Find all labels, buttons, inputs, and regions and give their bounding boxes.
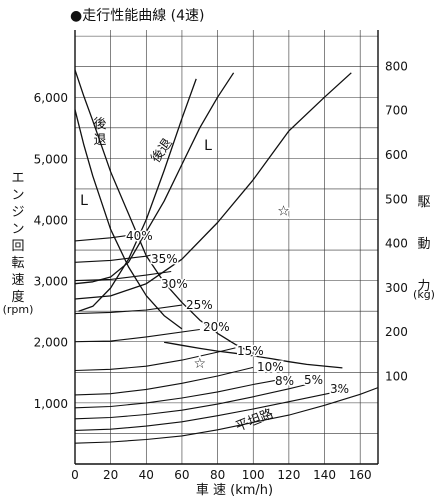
- grade-label: 3%: [330, 382, 349, 396]
- star-marker: ☆: [193, 356, 206, 372]
- x-axis-label: 車 速 (km/h): [196, 483, 273, 498]
- axes: [74, 30, 379, 465]
- x-tick-label: 0: [71, 468, 79, 482]
- reverse-label-char: 後: [93, 117, 106, 132]
- grade-line: [74, 254, 152, 263]
- grade-line: [74, 387, 379, 444]
- grade-line: [74, 270, 172, 282]
- y-left-axis-label-char: 度: [11, 289, 24, 305]
- y-left-axis-label-char: ン: [11, 222, 24, 237]
- y-right-tick-label: 100: [385, 369, 408, 383]
- grade-label: 25%: [186, 298, 213, 312]
- y-left-axis-label-char: エ: [11, 171, 24, 186]
- grade-label: 5%: [304, 373, 323, 387]
- y-left-tick-label: 3,000: [34, 275, 68, 289]
- grade-label: 10%: [257, 360, 284, 374]
- y-left-tick-label: 6,000: [34, 91, 68, 105]
- low-gear-label: L: [80, 193, 88, 209]
- x-tick-label: 20: [103, 468, 118, 482]
- grade-lines-layer: [74, 232, 379, 444]
- y-left-axis-label-char: ジ: [11, 205, 24, 220]
- grade-line: [74, 304, 182, 315]
- y-right-tick-label: 600: [385, 148, 408, 162]
- y-left-axis-label-char: 回: [11, 239, 24, 254]
- y-left-tick-label: 2,000: [34, 336, 68, 350]
- y-right-tick-label: 300: [385, 281, 408, 295]
- y-left-axis-label-char: ン: [11, 188, 24, 203]
- grade-label: 40%: [126, 229, 153, 243]
- grade-line: [74, 379, 281, 409]
- grade-line: [74, 366, 254, 396]
- star-marker: ☆: [277, 203, 290, 219]
- y-left-axis-unit: (rpm): [3, 303, 34, 316]
- reverse-label-char: 退: [93, 133, 106, 148]
- reverse-label: 後退: [149, 136, 176, 166]
- tick-labels: 0 20 40 60 80 100 120 140 160 1,000 2,000 3,000 4,00…: [3, 59, 435, 498]
- grade-label: 20%: [203, 320, 230, 334]
- y-right-axis-label-char: 駆: [417, 195, 430, 210]
- y-right-tick-label: 800: [385, 59, 408, 73]
- grade-label: 35%: [151, 252, 178, 266]
- grade-label: 30%: [161, 277, 188, 291]
- y-right-axis-label-char: 動: [417, 237, 430, 252]
- x-tick-label: 60: [174, 468, 189, 482]
- x-tick-label: 80: [210, 468, 225, 482]
- y-right-tick-label: 500: [385, 192, 408, 206]
- y-right-axis-label: 駆動力: [417, 195, 430, 294]
- reverse-label: 後退: [93, 117, 106, 148]
- grade-line: [74, 390, 343, 431]
- x-tick-label: 40: [139, 468, 154, 482]
- y-right-axis-unit: (kg): [413, 288, 435, 301]
- grade-line: [74, 328, 200, 343]
- y-left-tick-label: 4,000: [34, 213, 68, 227]
- y-right-tick-label: 400: [385, 237, 408, 251]
- x-tick-label: 100: [242, 468, 265, 482]
- series-line: [78, 78, 197, 312]
- grade-line: [74, 347, 236, 372]
- y-right-tick-label: 200: [385, 325, 408, 339]
- grade-line: [74, 232, 147, 242]
- x-tick-label: 120: [277, 468, 300, 482]
- x-tick-label: 160: [349, 468, 372, 482]
- y-left-tick-label: 1,000: [34, 397, 68, 411]
- grade-label: 8%: [275, 374, 294, 388]
- low-gear-label: L: [204, 138, 212, 154]
- grade-line: [74, 383, 307, 420]
- flat-road-label: 平坦路: [233, 406, 275, 435]
- y-right-axis-label-char: 力: [417, 279, 430, 294]
- series-line: [74, 72, 352, 300]
- series-line: [163, 341, 343, 369]
- grid-lines: [74, 30, 378, 464]
- series-line: [74, 69, 254, 354]
- y-left-tick-label: 5,000: [34, 152, 68, 166]
- series-line: [74, 109, 183, 330]
- y-left-axis-label-char: 速: [11, 273, 24, 288]
- chart-title: ●走行性能曲線 (4速): [70, 8, 205, 24]
- grade-label: 15%: [237, 344, 264, 358]
- y-right-tick-label: 700: [385, 104, 408, 118]
- x-tick-label: 140: [313, 468, 336, 482]
- y-left-axis-label-char: 転: [11, 256, 24, 271]
